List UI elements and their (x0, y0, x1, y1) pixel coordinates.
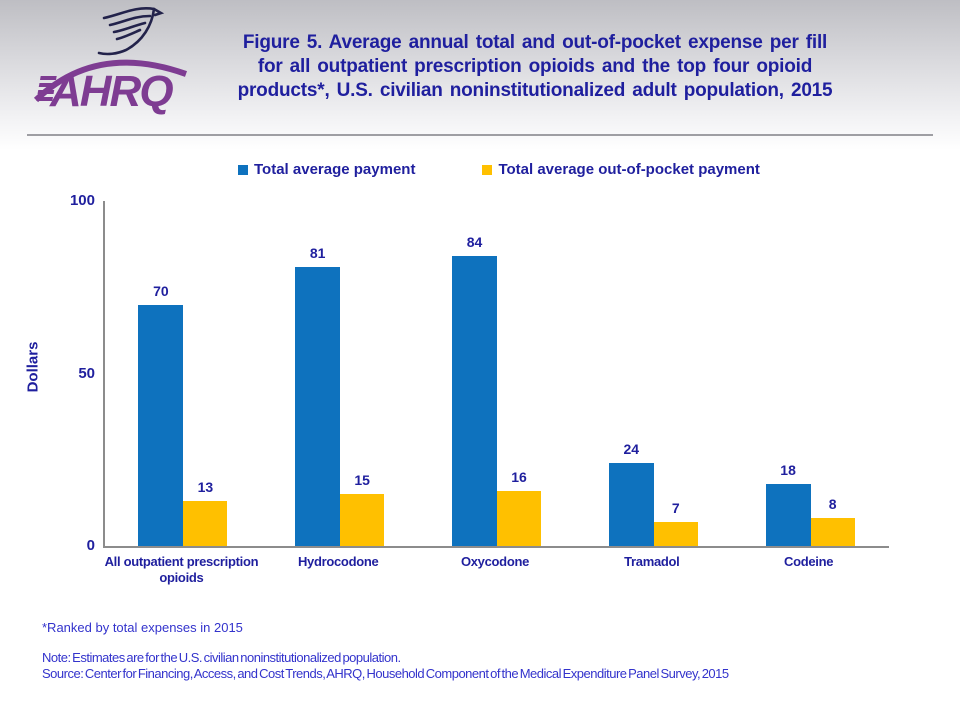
category-label: Oxycodone (460, 554, 530, 569)
bar-total-payment (765, 484, 811, 546)
footnote-source: Source: Center for Financing, Access, an… (42, 666, 729, 681)
chart-legend: Total average payment Total average out-… (238, 161, 760, 179)
bar-value-label: 15 (354, 472, 370, 488)
bar-value-label: 13 (197, 479, 214, 495)
y-axis-title: Dollars (24, 341, 42, 393)
figure-title: Figure 5. Average annual total and out-o… (140, 31, 930, 103)
ahrq-logo: AHRQ (34, 2, 194, 120)
bar-out-of-pocket-payment (497, 491, 541, 546)
footnote-ranked: *Ranked by total expenses in 2015 (42, 620, 243, 635)
plot-area: 70 13 81 15 84 16 24 7 18 8 (103, 201, 889, 548)
figure-title-line3: products*, U.S. civilian noninstitutiona… (237, 80, 833, 101)
bar-out-of-pocket-payment (340, 494, 385, 546)
figure-title-line2: for all outpatient prescription opioids … (257, 56, 813, 77)
bar-total-payment (608, 463, 654, 546)
legend-item-oop-payment: Total average out-of-pocket payment (482, 161, 760, 179)
bar-value-label: 16 (511, 469, 527, 485)
bar-out-of-pocket-payment (810, 518, 855, 546)
bar-value-label: 81 (309, 245, 326, 261)
figure-title-line1: Figure 5. Average annual total and out-o… (242, 32, 828, 53)
bar-value-label: 24 (623, 441, 640, 457)
y-tick-label: 100 (69, 192, 95, 209)
bar-value-label: 18 (780, 462, 796, 478)
bar-value-label: 70 (153, 283, 169, 299)
bar-total-payment (138, 305, 184, 546)
legend-swatch-gold-icon (482, 165, 493, 175)
bar-out-of-pocket-payment (653, 522, 698, 546)
category-label: Codeine (784, 554, 834, 569)
category-label: Tramadol (624, 554, 680, 569)
category-label: All outpatient prescription opioids (104, 554, 259, 585)
legend-swatch-blue-icon (238, 165, 248, 175)
header: AHRQ Figure 5. Average annual total and … (0, 0, 960, 152)
legend-label-oop-payment: Total average out-of-pocket payment (498, 161, 760, 178)
y-tick-label: 50 (78, 364, 95, 382)
bar-total-payment (452, 256, 497, 546)
ahrq-logo-text: AHRQ (49, 67, 173, 116)
bar-total-payment (295, 267, 341, 546)
x-axis-labels: All outpatient prescription opioids Hydro… (103, 554, 887, 598)
legend-label-total-payment: Total average payment (254, 161, 416, 178)
bar-value-label: 8 (828, 496, 837, 512)
bar-out-of-pocket-payment (183, 501, 228, 546)
header-divider (27, 134, 933, 136)
bar-value-label: 7 (671, 500, 680, 516)
y-tick-label: 0 (86, 537, 95, 554)
hhs-eagle-icon (97, 7, 165, 56)
legend-item-total-payment: Total average payment (238, 161, 415, 179)
footnote-note: Note: Estimates are for the U.S. civilia… (42, 650, 401, 665)
category-label: Hydrocodone (297, 554, 379, 569)
ahrq-wordmark: AHRQ (34, 59, 188, 116)
bar-value-label: 84 (466, 234, 483, 250)
